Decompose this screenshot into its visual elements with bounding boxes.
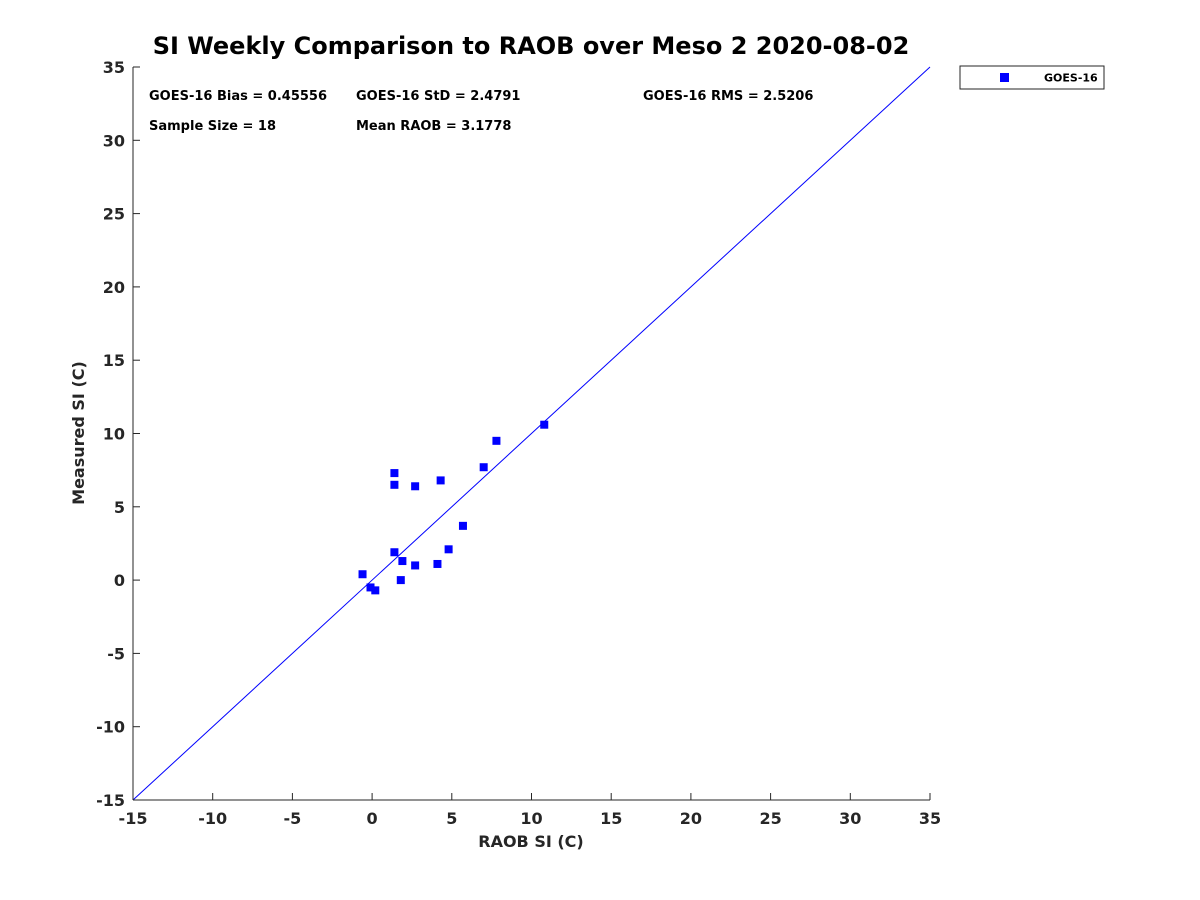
data-point [390, 469, 399, 478]
legend-box [959, 65, 1105, 90]
y-tick-label: 30 [103, 131, 125, 150]
x-ticks: -15 -10 -5 0 5 10 15 20 25 30 35 [119, 793, 941, 828]
x-axis-label: RAOB SI (C) [478, 832, 583, 851]
data-point [444, 545, 453, 554]
y-axis-label: Measured SI (C) [69, 361, 88, 505]
y-tick-label: -15 [96, 791, 125, 810]
data-point [436, 476, 445, 485]
stat-std: GOES-16 StD = 2.4791 [356, 89, 520, 104]
data-point [411, 561, 420, 570]
legend: GOES-16 [959, 65, 1105, 90]
x-tick-label: 0 [367, 809, 378, 828]
plot-area: -15 -10 -5 0 5 10 15 20 25 30 35 -15 -10 -5 0 5 10 15 20 2… [96, 58, 941, 828]
x-tick-label: 10 [520, 809, 542, 828]
data-point [390, 548, 399, 557]
data-point [358, 570, 367, 579]
y-tick-label: 35 [103, 58, 125, 77]
x-tick-label: -10 [198, 809, 227, 828]
data-point [390, 480, 399, 489]
legend-marker-square-icon [1000, 73, 1009, 82]
stat-sample-size: Sample Size = 18 [149, 119, 276, 134]
y-tick-label: -10 [96, 718, 125, 737]
y-tick-label: -5 [107, 644, 125, 663]
data-point [433, 559, 442, 568]
y-tick-label: 10 [103, 425, 125, 444]
y-tick-label: 0 [114, 571, 125, 590]
data-point [492, 436, 501, 445]
x-tick-label: 25 [759, 809, 781, 828]
y-ticks: -15 -10 -5 0 5 10 15 20 25 30 35 [96, 58, 140, 810]
stat-rms: GOES-16 RMS = 2.5206 [643, 89, 813, 104]
data-point [458, 521, 467, 530]
y-tick-label: 20 [103, 278, 125, 297]
data-point [540, 420, 549, 429]
stat-mean-raob: Mean RAOB = 3.1778 [356, 119, 511, 134]
stat-bias: GOES-16 Bias = 0.45556 [149, 89, 327, 104]
x-tick-label: -5 [284, 809, 302, 828]
stats-annotations: GOES-16 Bias = 0.45556 GOES-16 StD = 2.4… [149, 89, 813, 134]
one-to-one-reference-line [132, 66, 931, 801]
x-tick-label: 20 [680, 809, 702, 828]
y-tick-label: 15 [103, 351, 125, 370]
y-tick-label: 25 [103, 205, 125, 224]
y-tick-label: 5 [114, 498, 125, 517]
x-tick-label: 30 [839, 809, 861, 828]
data-points [358, 420, 549, 595]
x-tick-label: 5 [446, 809, 457, 828]
x-tick-label: 15 [600, 809, 622, 828]
data-point [479, 463, 488, 472]
legend-label: GOES-16 [1044, 72, 1098, 85]
data-point [411, 482, 420, 491]
data-point [371, 586, 380, 595]
x-tick-label: 35 [919, 809, 941, 828]
data-point [366, 583, 375, 592]
x-tick-label: -15 [119, 809, 148, 828]
data-point [396, 576, 405, 585]
data-point [398, 557, 407, 566]
chart-title: SI Weekly Comparison to RAOB over Meso 2… [153, 32, 910, 60]
